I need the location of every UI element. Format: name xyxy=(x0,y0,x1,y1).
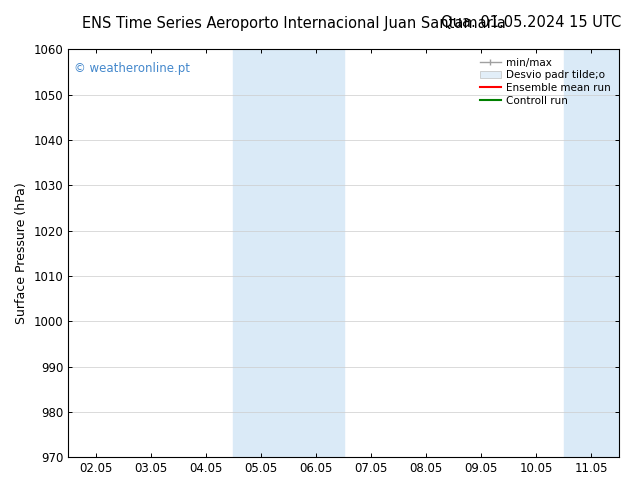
Bar xyxy=(564,49,619,457)
Legend: min/max, Desvio padr tilde;o, Ensemble mean run, Controll run: min/max, Desvio padr tilde;o, Ensemble m… xyxy=(477,54,614,109)
Bar xyxy=(288,49,344,457)
Text: Qua. 01.05.2024 15 UTC: Qua. 01.05.2024 15 UTC xyxy=(441,15,621,30)
Y-axis label: Surface Pressure (hPa): Surface Pressure (hPa) xyxy=(15,182,28,324)
Text: © weatheronline.pt: © weatheronline.pt xyxy=(74,62,190,74)
Text: ENS Time Series Aeroporto Internacional Juan Santamaría: ENS Time Series Aeroporto Internacional … xyxy=(82,15,507,31)
Bar xyxy=(619,49,634,457)
Bar xyxy=(233,49,288,457)
